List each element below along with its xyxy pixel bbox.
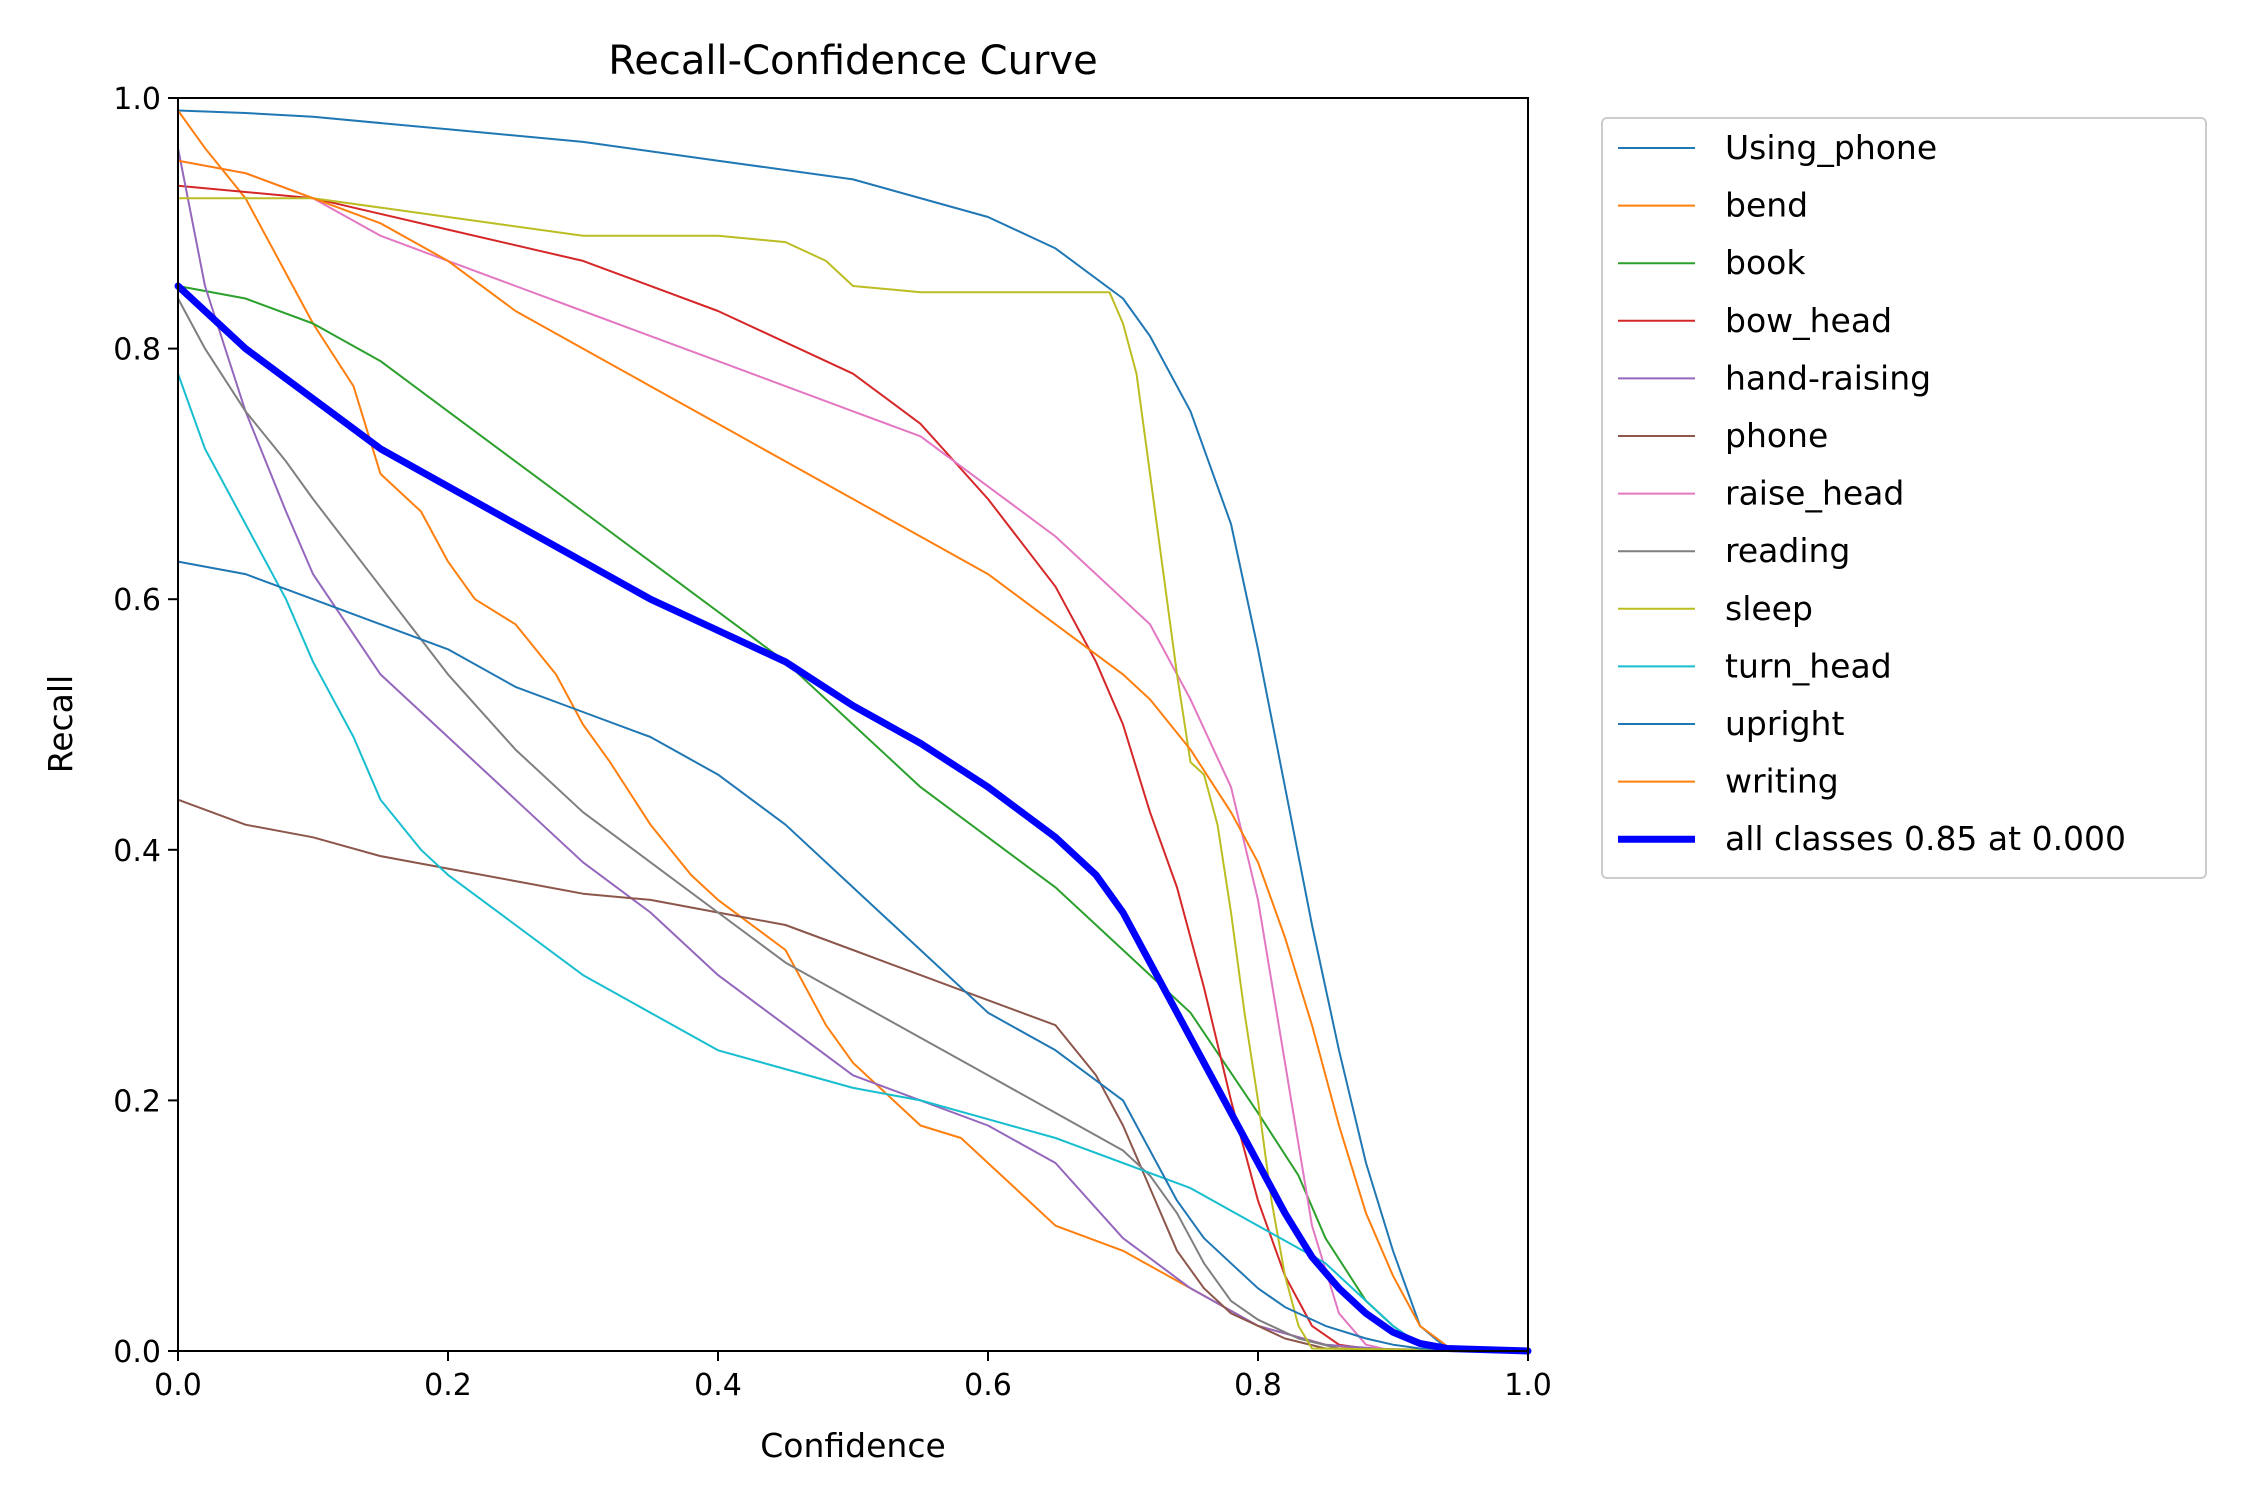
legend-label-9: turn_head	[1725, 646, 1892, 685]
x-axis: 0.0 0.2 0.4 0.6 0.8 1.0	[154, 1351, 1552, 1403]
x-tick-label: 0.0	[154, 1368, 202, 1403]
legend-frame	[1601, 117, 2207, 879]
legend-label-0: Using_phone	[1725, 128, 1937, 167]
x-tick-label: 1.0	[1504, 1368, 1552, 1403]
y-tick-label: 1.0	[113, 82, 161, 117]
series-line-5	[177, 798, 1529, 1352]
x-tick-label: 0.6	[964, 1368, 1012, 1403]
legend-label-2: book	[1725, 243, 1806, 282]
x-tick-label: 0.2	[424, 1368, 472, 1403]
y-tick-label: 0.8	[113, 333, 161, 368]
series-line-2	[177, 285, 1529, 1352]
x-axis-label: Confidence	[760, 1426, 946, 1465]
y-axis-label: Recall	[41, 675, 80, 773]
legend-label-1: bend	[1725, 186, 1808, 225]
legend-label-12: all classes 0.85 at 0.000	[1725, 819, 2126, 858]
legend-label-5: phone	[1725, 416, 1828, 455]
x-tick-label: 0.4	[694, 1368, 742, 1403]
series-line-7	[177, 297, 1529, 1352]
series-line-1	[177, 109, 1529, 1352]
series-line-10	[177, 560, 1529, 1352]
legend-label-3: bow_head	[1725, 301, 1892, 340]
series-line-0	[177, 109, 1529, 1352]
y-tick-label: 0.0	[113, 1335, 161, 1370]
chart-title: Recall-Confidence Curve	[608, 38, 1097, 84]
legend-label-6: raise_head	[1725, 474, 1904, 513]
series-layer	[174, 109, 1532, 1355]
series-line-8	[177, 197, 1529, 1352]
x-tick-label: 0.8	[1234, 1368, 1282, 1403]
legend-label-7: reading	[1725, 531, 1850, 570]
series-line-3	[177, 184, 1529, 1352]
legend-label-11: writing	[1725, 762, 1839, 801]
y-tick-label: 0.4	[113, 834, 161, 869]
plot-frame	[177, 97, 1529, 1352]
y-axis: 0.0 0.2 0.4 0.6 0.8 1.0	[113, 82, 178, 1370]
y-tick-label: 0.2	[113, 1084, 161, 1119]
legend-label-8: sleep	[1725, 589, 1813, 628]
y-tick-label: 0.6	[113, 583, 161, 618]
series-line-12	[174, 282, 1532, 1355]
legend-label-10: upright	[1725, 704, 1844, 743]
legend-label-4: hand-raising	[1725, 358, 1931, 397]
series-line-11	[177, 159, 1529, 1352]
